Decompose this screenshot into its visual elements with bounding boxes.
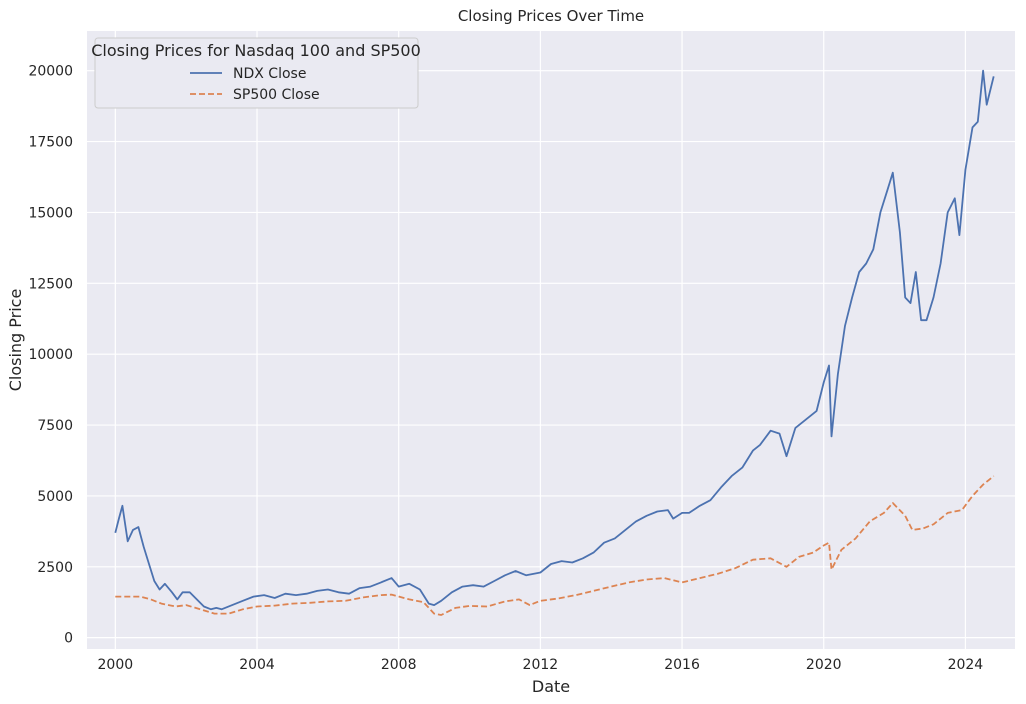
y-tick-label: 15000: [28, 205, 73, 221]
legend-title: Closing Prices for Nasdaq 100 and SP500: [91, 41, 421, 60]
y-tick-label: 2500: [37, 560, 73, 576]
series-line-sp500: [115, 475, 995, 616]
plot-background: [87, 31, 1015, 649]
x-tick-label: 2000: [98, 657, 134, 673]
y-tick-label: 7500: [37, 418, 73, 434]
y-tick-label: 17500: [28, 135, 73, 151]
x-tick-label: 2016: [664, 657, 700, 673]
y-axis-label: Closing Price: [6, 289, 25, 392]
x-tick-label: 2024: [948, 657, 984, 673]
x-tick-label: 2008: [381, 657, 417, 673]
y-tick-labels: 0 2500 5000 7500 10000 12500 15000 17500 20000: [28, 64, 73, 647]
x-tick-label: 2012: [523, 657, 559, 673]
x-tick-label: 2004: [239, 657, 275, 673]
x-tick-label: 2020: [806, 657, 842, 673]
legend-label-sp500: SP500 Close: [233, 87, 320, 103]
y-tick-label: 10000: [28, 347, 73, 363]
y-tick-label: 12500: [28, 276, 73, 292]
grid-lines: [87, 31, 1015, 649]
series-line-ndx: [114, 69, 995, 611]
chart-title: Closing Prices Over Time: [458, 7, 644, 25]
y-tick-label: 20000: [28, 64, 73, 80]
x-tick-labels: 2000 2004 2008 2012 2016 2020 2024: [98, 657, 984, 673]
y-tick-label: 0: [64, 631, 73, 647]
y-tick-label: 5000: [37, 489, 73, 505]
x-axis-label: Date: [532, 677, 570, 696]
legend: Closing Prices for Nasdaq 100 and SP500 …: [91, 37, 421, 109]
legend-box: [94, 37, 419, 109]
legend-label-ndx: NDX Close: [233, 66, 306, 82]
series-lines: [114, 69, 995, 616]
